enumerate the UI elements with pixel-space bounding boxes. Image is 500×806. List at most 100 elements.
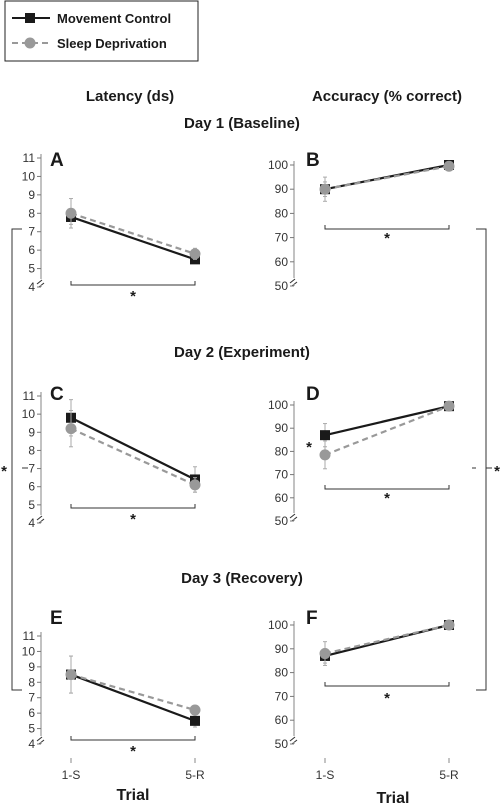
series-line [70, 416, 196, 481]
y-tick-label: 7 [28, 225, 35, 239]
series-line [324, 165, 450, 191]
y-tick-label: 6 [28, 480, 35, 494]
x-axis-title: Trial [117, 787, 150, 804]
data-point-circle [65, 669, 77, 681]
significance-star: * [384, 230, 390, 247]
y-tick-label: 11 [23, 151, 36, 165]
series-sleep-deprivation [65, 198, 201, 260]
significance-star: * [130, 511, 136, 528]
y-tick-label: 70 [275, 468, 289, 482]
y-tick-label: 50 [275, 737, 289, 751]
x-tick-label: 5-R [439, 768, 459, 782]
right-day-bracket [476, 228, 487, 691]
panel-f: F 50 60 70 80 90 100 * [268, 608, 455, 751]
significance-bracket [70, 736, 196, 741]
panel-letter: B [306, 150, 320, 171]
y-axis: 50 60 70 80 90 100 [268, 618, 298, 751]
significance-star: * [384, 690, 390, 707]
left-day-bracket [11, 228, 22, 691]
left-bracket-star: * [1, 463, 7, 480]
panel-letter: E [50, 608, 63, 629]
series-line [70, 427, 196, 486]
data-point-circle [319, 648, 331, 660]
significance-bracket [324, 682, 450, 687]
series-line [70, 673, 196, 722]
y-tick-label: 4 [28, 737, 35, 751]
series-line [70, 673, 196, 712]
y-tick-label: 7 [28, 462, 35, 476]
y-tick-label: 80 [275, 444, 289, 458]
data-point-circle [189, 248, 201, 260]
panel-d: D 50 60 70 80 90 100 * * [268, 384, 455, 528]
y-tick-label: 100 [268, 618, 288, 632]
series-line [324, 405, 450, 456]
x-tick-label: 1-S [316, 768, 335, 782]
data-point-circle [189, 704, 201, 716]
series-sleep-deprivation [319, 619, 455, 666]
significance-star: * [384, 490, 390, 507]
y-tick-label: 9 [28, 188, 35, 202]
y-axis: 50 60 70 80 90 100 [268, 158, 298, 293]
y-tick-label: 6 [28, 243, 35, 257]
legend: Movement Control Sleep Deprivation [4, 0, 199, 62]
y-tick-label: 10 [22, 407, 36, 421]
series-sleep-deprivation [319, 400, 455, 470]
y-tick-label: 60 [275, 713, 289, 727]
y-tick-label: 10 [22, 644, 36, 658]
y-tick-label: 9 [28, 425, 35, 439]
day-title: Day 2 (Experiment) [174, 344, 310, 361]
x-tick-label: 5-R [185, 768, 205, 782]
data-point-circle [443, 400, 455, 412]
series-line [324, 623, 450, 658]
data-point-square [190, 715, 200, 726]
y-tick-label: 5 [28, 498, 35, 512]
y-tick-label: 4 [28, 280, 35, 294]
legend-label: Sleep Deprivation [57, 36, 167, 51]
panel-b: B 50 60 70 80 90 100 * [268, 150, 455, 293]
series-line [324, 405, 450, 437]
y-axis: 50 60 70 80 90 100 [268, 398, 298, 528]
y-tick-label: 90 [275, 182, 289, 196]
accuracy-column-title: Accuracy (% correct) [312, 88, 462, 105]
y-tick-label: 10 [22, 169, 36, 183]
legend-label: Movement Control [57, 11, 171, 26]
data-point-circle [443, 619, 455, 631]
series-line [70, 215, 196, 261]
data-point-circle [443, 160, 455, 172]
significance-bracket [324, 485, 450, 490]
data-point-square [320, 430, 330, 441]
panel-letter: C [50, 384, 64, 405]
series-sleep-deprivation [319, 160, 455, 202]
significance-star: * [130, 288, 136, 305]
latency-column-title: Latency (ds) [86, 88, 174, 105]
y-tick-label: 11 [23, 389, 36, 403]
significance-bracket [70, 281, 196, 286]
y-tick-label: 50 [275, 514, 289, 528]
panel-letter: D [306, 384, 320, 405]
y-tick-label: 90 [275, 642, 289, 656]
significance-star: * [306, 439, 312, 456]
y-tick-label: 11 [23, 629, 36, 643]
panel-a: A 4 5 6 7 8 9 10 11 * [22, 150, 201, 305]
y-tick-label: 8 [28, 443, 35, 457]
y-tick-label: 6 [28, 706, 35, 720]
y-tick-label: 70 [275, 231, 289, 245]
significance-bracket [70, 504, 196, 509]
x-axis-title: Trial [377, 790, 410, 806]
y-tick-label: 50 [275, 279, 289, 293]
panel-c: C 4 5 6 7 8 9 10 11 * [22, 384, 201, 530]
data-point-circle [65, 423, 77, 435]
data-point-circle [65, 207, 77, 219]
right-bracket-star: * [494, 463, 500, 480]
significance-bracket [324, 225, 450, 230]
day-title: Day 3 (Recovery) [181, 570, 303, 587]
x-tick-label: 1-S [62, 768, 81, 782]
y-tick-label: 60 [275, 255, 289, 269]
legend-item: Movement Control [12, 11, 171, 26]
significance-star: * [130, 743, 136, 760]
y-tick-label: 7 [28, 691, 35, 705]
